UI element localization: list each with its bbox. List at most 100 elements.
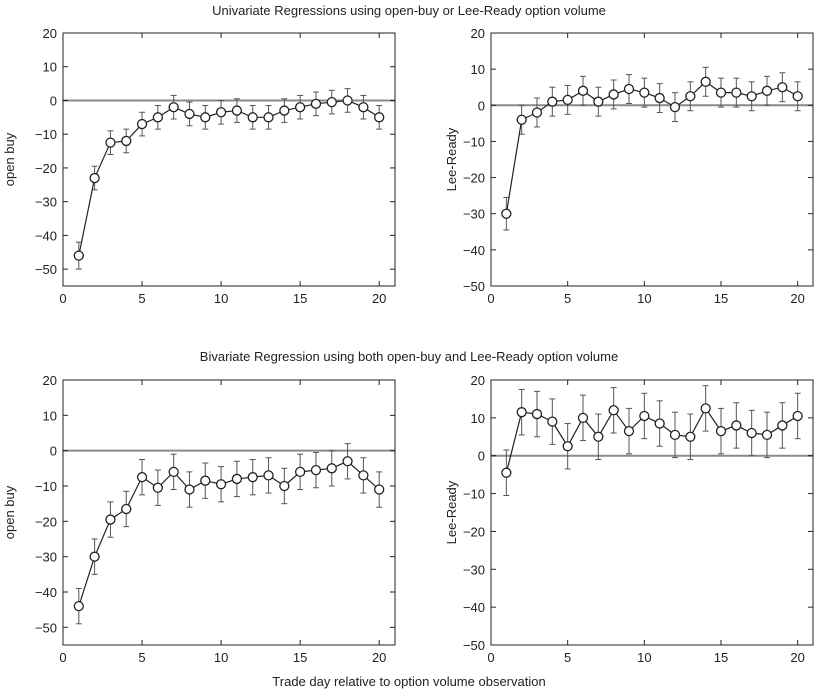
- data-point: [547, 96, 558, 107]
- data-point: [746, 91, 757, 102]
- series-line: [78, 460, 380, 607]
- axes-frame: [490, 32, 814, 287]
- y-axis-label: Lee-Ready: [444, 127, 459, 191]
- data-point: [577, 412, 589, 424]
- data-point: [358, 470, 369, 481]
- data-point: [761, 85, 773, 96]
- data-point: [247, 472, 258, 483]
- y-tick-label: −20: [463, 171, 485, 186]
- data-point: [231, 105, 243, 116]
- y-tick-label: 10: [471, 62, 485, 77]
- x-tick-label: 10: [214, 650, 228, 665]
- y-tick-label: 20: [471, 373, 485, 388]
- y-tick-label: 20: [471, 26, 485, 41]
- y-tick-label: −30: [35, 195, 57, 210]
- chart-panel-2: 0 5 10 15 20 20 10 0 −10 −20 −30 −40 −50 Lee-Ready: [444, 26, 814, 306]
- data-point: [89, 551, 100, 562]
- x-tick-label: 15: [714, 291, 728, 306]
- data-point: [121, 503, 132, 515]
- axes-frame: [490, 379, 814, 646]
- y-tick-label: −10: [463, 487, 485, 502]
- x-tick-label: 15: [293, 291, 307, 306]
- data-point: [792, 410, 803, 422]
- y-tick-label: 20: [43, 26, 57, 41]
- data-point: [593, 96, 604, 107]
- data-point: [121, 135, 132, 147]
- chart-panel-1: 0 5 10 15 20 20 10 0 −10 −20 −30 −40 −50 open buy: [2, 26, 396, 306]
- data-point: [516, 114, 527, 125]
- data-point: [279, 105, 290, 116]
- data-point: [294, 102, 306, 113]
- y-tick-label: −50: [35, 620, 57, 635]
- data-point: [777, 82, 788, 93]
- data-point: [761, 429, 773, 441]
- data-point: [669, 101, 681, 113]
- data-point: [342, 95, 353, 106]
- y-tick-label: −10: [35, 127, 57, 142]
- data-point: [105, 514, 116, 525]
- data-point: [501, 208, 512, 219]
- y-tick-label: −50: [463, 638, 485, 653]
- y-axis-label: open buy: [2, 485, 17, 539]
- x-tick-label: 5: [564, 650, 571, 665]
- data-point: [89, 172, 100, 184]
- y-tick-label: −50: [35, 262, 57, 277]
- data-point: [168, 466, 179, 478]
- data-point: [562, 94, 573, 106]
- data-point: [73, 250, 84, 261]
- data-point: [200, 112, 211, 123]
- data-point: [792, 91, 803, 102]
- data-point: [326, 463, 337, 474]
- series-line: [78, 99, 380, 256]
- data-point: [623, 83, 635, 95]
- data-point: [136, 118, 148, 130]
- y-tick-label: 0: [478, 449, 485, 464]
- data-point: [715, 425, 727, 437]
- data-point: [623, 425, 635, 437]
- y-axis-label: Lee-Ready: [444, 480, 459, 544]
- data-point: [310, 98, 322, 109]
- data-point: [136, 472, 148, 483]
- data-point: [200, 475, 211, 486]
- x-tick-label: 5: [138, 291, 145, 306]
- data-point: [374, 484, 385, 495]
- data-point: [516, 407, 527, 418]
- data-point: [654, 92, 665, 104]
- y-tick-label: −30: [463, 207, 485, 222]
- data-point: [215, 107, 227, 118]
- x-tick-label: 5: [138, 650, 145, 665]
- x-tick-label: 10: [637, 291, 651, 306]
- x-tick-label: 20: [372, 291, 386, 306]
- data-point: [639, 87, 650, 98]
- data-point: [247, 112, 258, 123]
- y-tick-label: −20: [463, 524, 485, 539]
- shared-x-axis-label: Trade day relative to option volume obse…: [272, 674, 546, 689]
- y-tick-label: −50: [463, 279, 485, 294]
- y-tick-label: 0: [478, 98, 485, 113]
- y-tick-label: 0: [50, 444, 57, 459]
- y-tick-label: 10: [43, 408, 57, 423]
- data-point: [577, 85, 589, 96]
- data-point: [669, 429, 681, 441]
- data-point: [531, 107, 543, 118]
- data-point: [593, 431, 604, 442]
- y-tick-label: −10: [463, 134, 485, 149]
- data-point: [608, 89, 619, 100]
- y-tick-label: −40: [35, 228, 57, 243]
- y-tick-label: −20: [35, 161, 57, 176]
- data-point: [547, 416, 558, 427]
- x-tick-label: 10: [214, 291, 228, 306]
- data-point: [731, 87, 742, 98]
- x-tick-label: 20: [790, 291, 804, 306]
- data-point: [168, 102, 179, 113]
- y-tick-label: 10: [43, 60, 57, 75]
- data-point: [358, 102, 369, 113]
- y-tick-label: −40: [463, 600, 485, 615]
- y-tick-label: −40: [463, 243, 485, 258]
- data-point: [746, 427, 757, 439]
- data-point: [608, 405, 619, 416]
- data-point: [73, 600, 84, 612]
- data-point: [231, 473, 243, 485]
- data-point: [326, 97, 337, 108]
- y-tick-label: −10: [35, 479, 57, 494]
